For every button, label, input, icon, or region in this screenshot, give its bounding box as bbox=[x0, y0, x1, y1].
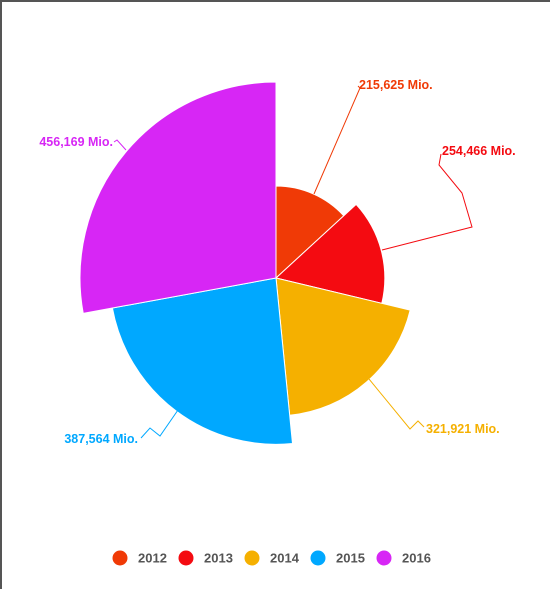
legend-item-2015[interactable]: 2015 bbox=[310, 550, 365, 566]
pie-slice-2013[interactable] bbox=[274, 203, 386, 304]
legend-marker-2015 bbox=[310, 550, 326, 566]
connector-2016 bbox=[113, 139, 127, 151]
data-label-2012: 215,625 Mio. bbox=[359, 78, 433, 92]
legend-marker-2016 bbox=[376, 550, 392, 566]
legend-label-2012: 2012 bbox=[138, 551, 167, 566]
legend-marker-2013 bbox=[178, 550, 194, 566]
connector-2014 bbox=[368, 378, 425, 430]
legend-item-2016[interactable]: 2016 bbox=[376, 550, 431, 566]
connector-2013 bbox=[381, 153, 473, 251]
legend: 2012 2013 2014 2015 2016 bbox=[112, 550, 431, 566]
connector-2012 bbox=[313, 85, 361, 195]
legend-item-2013[interactable]: 2013 bbox=[178, 550, 233, 566]
connector-2015 bbox=[140, 409, 179, 439]
pie-slice-2016[interactable] bbox=[79, 81, 277, 314]
legend-label-2013: 2013 bbox=[204, 551, 233, 566]
legend-item-2012[interactable]: 2012 bbox=[112, 550, 167, 566]
legend-label-2014: 2014 bbox=[270, 551, 300, 566]
legend-label-2015: 2015 bbox=[336, 551, 365, 566]
legend-item-2014[interactable]: 2014 bbox=[244, 550, 300, 566]
pie-slice-2015[interactable] bbox=[111, 277, 294, 445]
data-label-2016: 456,169 Mio. bbox=[39, 135, 113, 149]
data-label-2013: 254,466 Mio. bbox=[442, 144, 516, 158]
data-label-2015: 387,564 Mio. bbox=[64, 432, 138, 446]
data-label-2014: 321,921 Mio. bbox=[426, 422, 500, 436]
legend-marker-2014 bbox=[244, 550, 260, 566]
pie-slice-2012[interactable] bbox=[275, 185, 345, 280]
pie-slices bbox=[79, 81, 411, 445]
pie-slice-2014[interactable] bbox=[275, 277, 411, 416]
data-labels: 215,625 Mio. 254,466 Mio. 321,921 Mio. 387,… bbox=[39, 78, 515, 446]
label-connectors bbox=[113, 85, 473, 439]
legend-label-2016: 2016 bbox=[402, 551, 431, 566]
legend-marker-2012 bbox=[112, 550, 128, 566]
